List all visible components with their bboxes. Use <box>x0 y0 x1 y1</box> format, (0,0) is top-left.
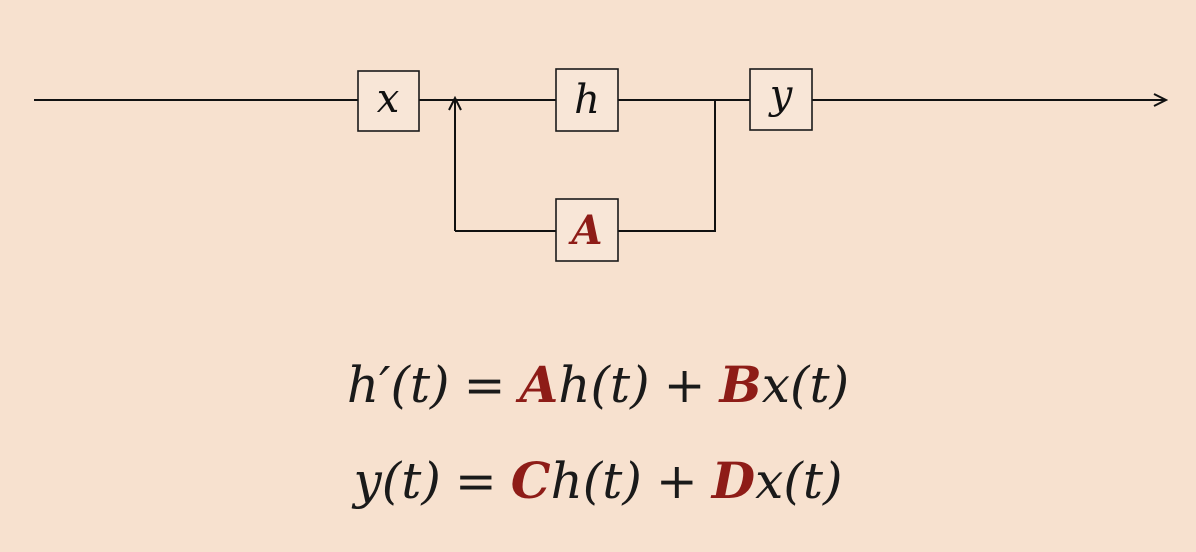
coef-a: A <box>519 355 559 414</box>
state-term-a: h(t) <box>558 356 650 414</box>
coef-b: B <box>719 355 762 414</box>
node-h: h <box>555 68 619 132</box>
output-term-d: x(t) <box>755 452 843 510</box>
output-plus: + <box>655 452 698 510</box>
state-equation: h′(t) = Ah(t) + Bx(t) <box>0 360 1196 411</box>
node-a-label: A <box>567 207 602 254</box>
node-y-label: y <box>768 72 794 118</box>
node-x-label: x <box>377 76 400 122</box>
coef-c: C <box>510 451 551 510</box>
node-y: y <box>749 68 813 131</box>
output-term-c: h(t) <box>550 452 642 510</box>
state-term-b: x(t) <box>761 356 850 414</box>
feedback-wire-right <box>618 100 716 232</box>
state-plus: + <box>663 356 706 414</box>
node-h-label: h <box>574 77 600 123</box>
output-lhs: y(t) <box>353 452 441 510</box>
state-lhs: h′(t) <box>346 356 450 414</box>
coef-d: D <box>711 451 756 510</box>
state-equals: = <box>463 356 506 414</box>
output-equals: = <box>454 452 497 510</box>
output-equation: y(t) = Ch(t) + Dx(t) <box>0 456 1196 507</box>
node-a: A <box>555 198 619 262</box>
node-x: x <box>357 70 420 132</box>
